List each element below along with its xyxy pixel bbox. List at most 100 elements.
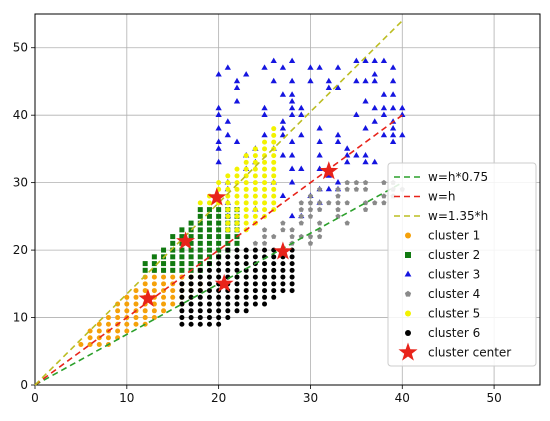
data-point: [170, 254, 176, 260]
data-point: [188, 288, 194, 294]
data-point: [335, 213, 341, 219]
data-point: [133, 294, 139, 300]
x-tick-label: 40: [395, 391, 410, 405]
data-point: [289, 254, 295, 260]
data-point: [353, 152, 360, 158]
data-point: [215, 104, 222, 111]
data-point: [353, 179, 359, 185]
data-point: [243, 186, 249, 192]
data-point: [243, 71, 250, 77]
data-point: [170, 247, 176, 253]
data-point: [262, 200, 268, 206]
data-point: [234, 301, 240, 307]
data-point: [279, 192, 287, 198]
data-point: [179, 315, 185, 321]
data-point: [142, 308, 148, 314]
data-point: [252, 294, 258, 300]
data-point: [179, 308, 185, 314]
legend-label: cluster 1: [428, 229, 480, 243]
data-point: [197, 294, 203, 300]
data-point: [216, 220, 222, 226]
data-point: [298, 220, 304, 226]
data-point: [216, 274, 222, 280]
legend-swatch: [405, 232, 411, 239]
legend-label: cluster 5: [428, 307, 480, 321]
data-point: [124, 294, 130, 300]
data-point: [87, 335, 93, 341]
data-point: [280, 288, 286, 294]
data-point: [316, 152, 323, 158]
data-point: [335, 186, 341, 192]
data-point: [307, 193, 314, 199]
data-point: [389, 91, 397, 97]
data-point: [280, 261, 286, 267]
data-point: [317, 186, 323, 192]
data-point: [261, 240, 268, 246]
data-point: [262, 294, 268, 300]
data-point: [289, 281, 295, 287]
reference-line: [34, 20, 403, 386]
data-point: [252, 281, 258, 287]
data-point: [270, 57, 277, 64]
data-point: [371, 104, 378, 111]
data-point: [252, 213, 258, 219]
data-point: [243, 281, 249, 287]
data-point: [188, 274, 194, 280]
data-point: [234, 193, 240, 199]
data-point: [133, 301, 139, 307]
data-point: [243, 254, 249, 260]
data-point: [252, 153, 258, 159]
data-point: [335, 206, 341, 212]
data-point: [389, 104, 397, 111]
y-tick-label: 50: [13, 41, 28, 55]
data-point: [335, 200, 341, 206]
x-tick-label: 0: [31, 391, 39, 405]
data-point: [151, 281, 157, 287]
data-point: [216, 207, 222, 213]
data-point: [307, 233, 314, 239]
series-cluster-5: [197, 126, 277, 233]
data-point: [216, 301, 222, 307]
data-point: [188, 315, 194, 321]
data-point: [225, 200, 231, 206]
data-point: [271, 153, 277, 159]
data-point: [399, 131, 406, 138]
data-point: [362, 179, 369, 185]
data-point: [96, 342, 102, 348]
data-point: [381, 179, 387, 185]
data-point: [197, 247, 203, 253]
reference-lines: [34, 20, 403, 386]
data-point: [197, 308, 203, 314]
cluster-center-star: [273, 241, 293, 260]
data-point: [271, 288, 277, 294]
data-point: [206, 308, 212, 314]
data-point: [317, 206, 323, 212]
data-point: [179, 321, 185, 327]
data-point: [371, 158, 378, 165]
data-point: [307, 213, 314, 219]
data-point: [353, 111, 360, 117]
data-point: [206, 321, 212, 327]
data-point: [216, 213, 222, 219]
data-point: [188, 234, 194, 240]
data-point: [262, 166, 268, 172]
plot-frame: [34, 13, 541, 386]
data-point: [216, 308, 222, 314]
data-point: [243, 247, 249, 253]
data-point: [151, 254, 157, 260]
data-point: [216, 234, 222, 240]
data-point: [234, 288, 240, 294]
data-point: [142, 261, 148, 267]
data-point: [288, 77, 296, 84]
data-point: [170, 234, 176, 240]
legend-label: cluster 3: [428, 268, 480, 282]
data-point: [389, 77, 397, 84]
data-point: [179, 267, 185, 273]
data-point: [288, 138, 296, 144]
legend-label: cluster 4: [428, 287, 480, 301]
data-point: [197, 281, 203, 287]
data-point: [271, 186, 277, 192]
data-point: [344, 145, 351, 151]
data-point: [179, 288, 185, 294]
data-point: [334, 179, 342, 185]
